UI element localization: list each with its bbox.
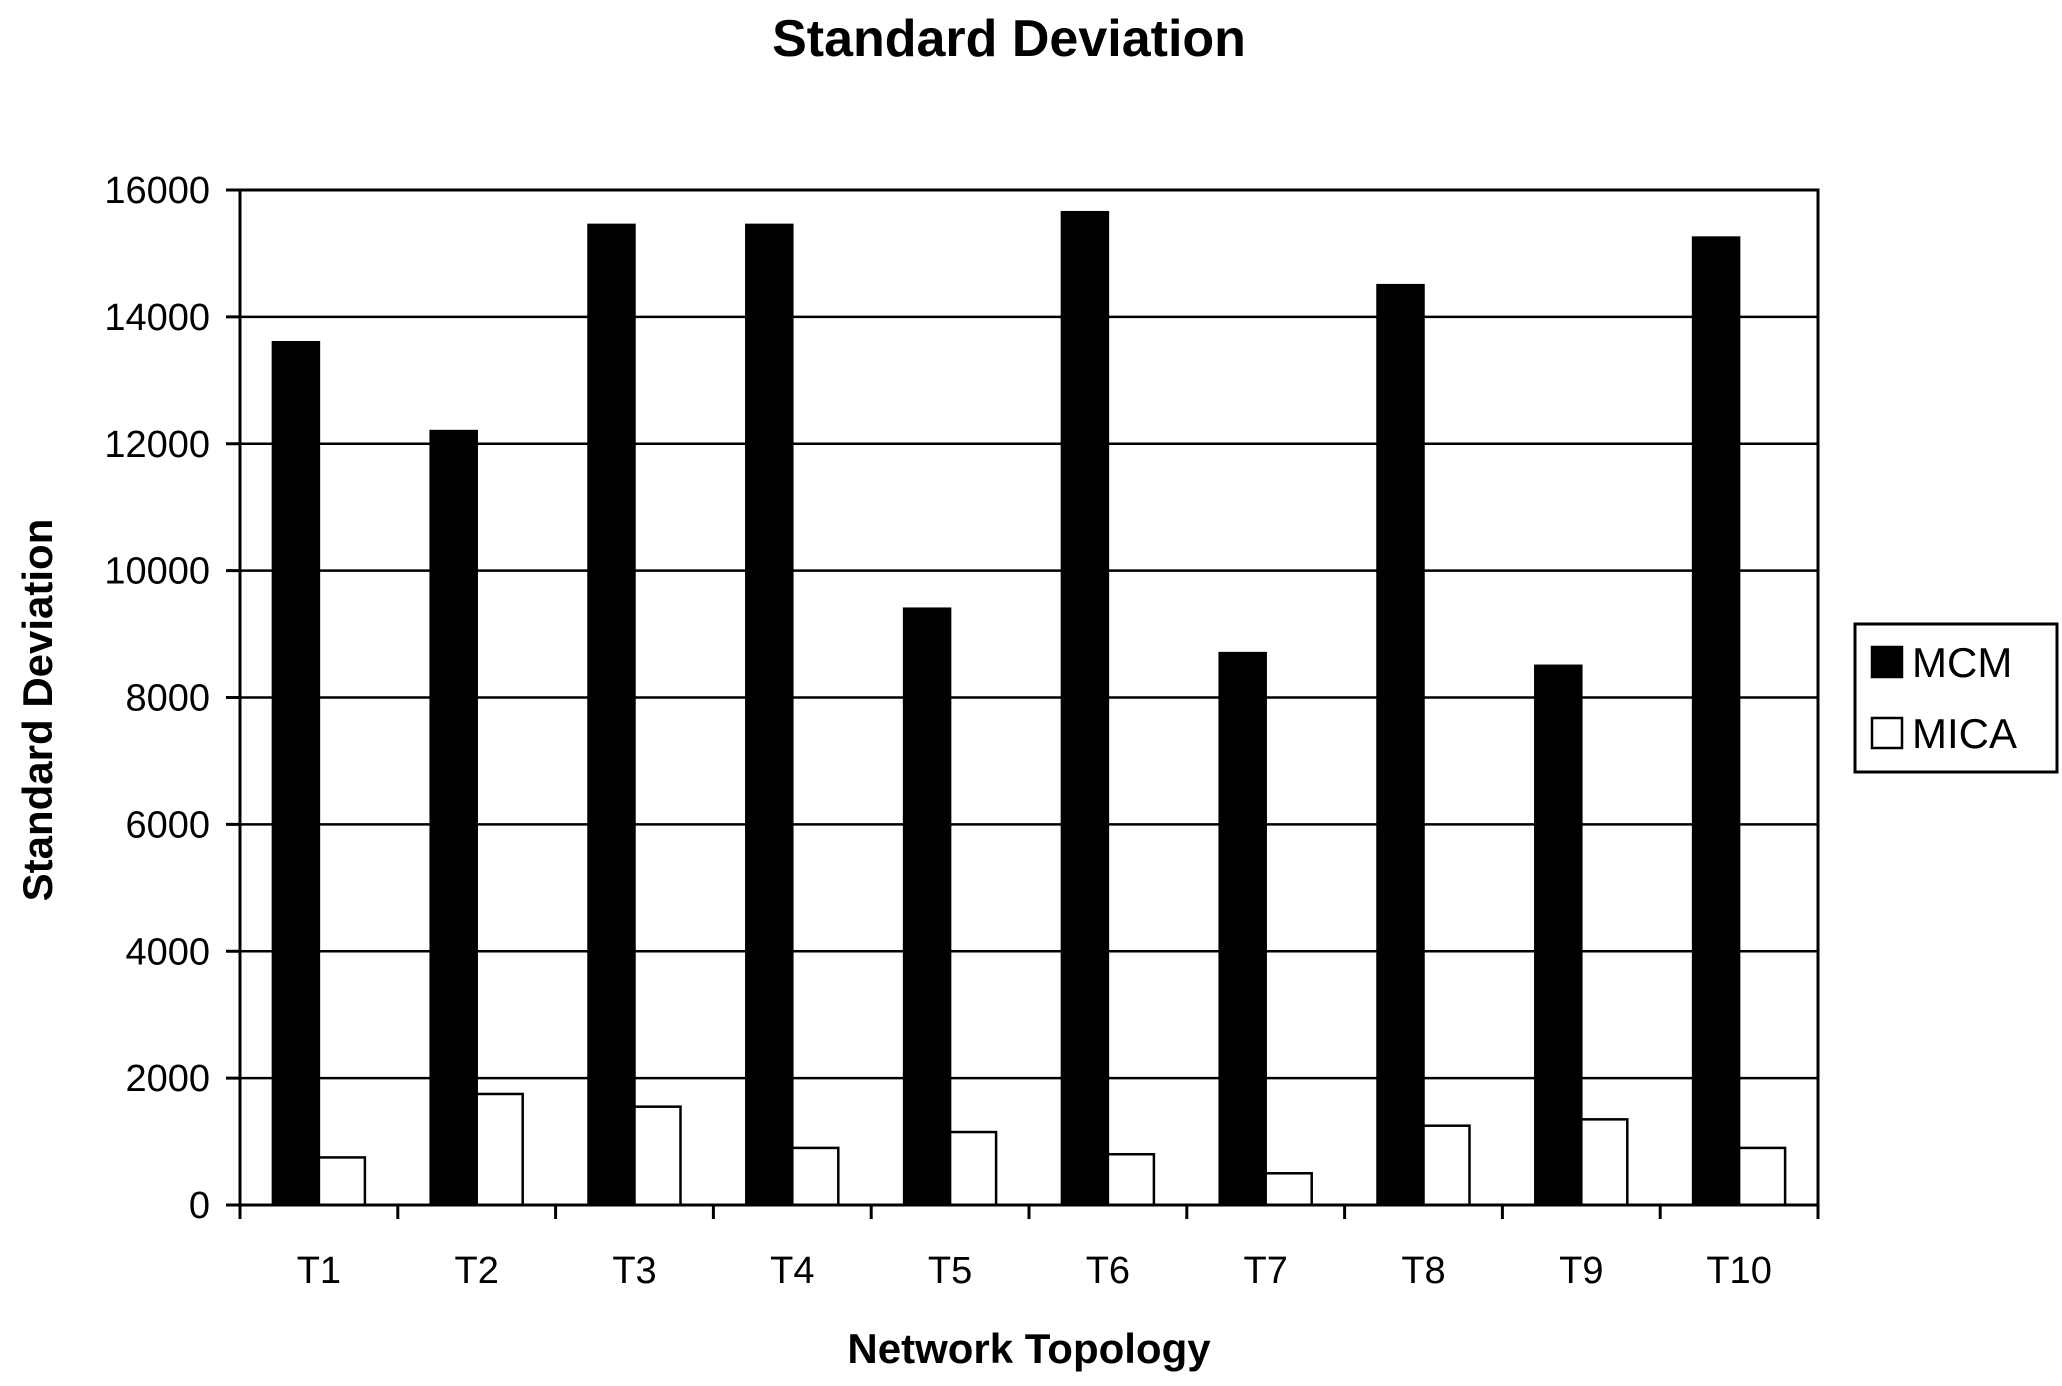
y-tick-label: 8000 — [125, 678, 210, 720]
x-tick-label: T2 — [455, 1250, 499, 1292]
bar-mcm-t4 — [745, 223, 794, 1207]
chart-title: Standard Deviation — [772, 10, 1246, 68]
x-tick-label: T10 — [1706, 1250, 1771, 1292]
bar-mcm-t7 — [1218, 651, 1267, 1207]
y-axis-title: Standard Deviation — [14, 519, 61, 902]
axes: 0 2000 4000 6000 8000 10000 12000 14000 16000 T1 T… — [104, 170, 1820, 1292]
bar-mcm-t5 — [902, 607, 952, 1207]
bar-mcm-t3 — [587, 223, 636, 1207]
x-tick-label: T6 — [1086, 1250, 1130, 1292]
legend-label-mica: MICA — [1912, 710, 2017, 757]
gridlines — [240, 315, 1818, 1080]
x-tick-label: T7 — [1244, 1250, 1288, 1292]
bar-mica-t5 — [948, 1130, 998, 1207]
bar-mica-t4 — [791, 1146, 840, 1207]
bar-mcm-t6 — [1060, 210, 1110, 1207]
bar-mica-t10 — [1737, 1146, 1787, 1207]
x-axis-title: Network Topology — [847, 1325, 1211, 1372]
y-tick-label: 4000 — [125, 931, 210, 973]
y-tick-label: 6000 — [125, 804, 210, 846]
y-tick-label: 10000 — [104, 551, 210, 593]
bar-mica-t2 — [475, 1092, 524, 1207]
bars — [271, 210, 1787, 1207]
x-tick-label: T5 — [928, 1250, 972, 1292]
bar-mcm-t1 — [271, 341, 321, 1207]
bar-mcm-t2 — [429, 429, 478, 1207]
bar-mcm-t8 — [1376, 283, 1425, 1207]
x-tick-label: T1 — [297, 1250, 341, 1292]
bar-mcm-t9 — [1534, 664, 1583, 1207]
legend: MCM MICA — [1853, 622, 2059, 774]
bar-mica-t3 — [633, 1105, 682, 1207]
x-tick-label: T3 — [612, 1250, 656, 1292]
legend-swatch-mcm — [1870, 645, 1904, 679]
bar-mcm-t10 — [1691, 236, 1741, 1207]
legend-swatch-mica — [1870, 716, 1904, 750]
bar-mica-t6 — [1106, 1153, 1156, 1207]
x-tick-label: T8 — [1401, 1250, 1445, 1292]
y-tick-label: 2000 — [125, 1058, 210, 1100]
bar-mica-t8 — [1422, 1124, 1471, 1207]
y-tick-label: 16000 — [104, 170, 210, 212]
x-tick-label: T9 — [1559, 1250, 1603, 1292]
y-tick-label: 12000 — [104, 424, 210, 466]
bar-mica-t7 — [1264, 1172, 1313, 1207]
x-tick-label: T4 — [770, 1250, 814, 1292]
bar-mica-t1 — [317, 1156, 367, 1207]
y-tick-label: 0 — [189, 1185, 210, 1227]
bar-mica-t9 — [1580, 1118, 1629, 1207]
y-tick-label: 14000 — [104, 297, 210, 339]
legend-label-mcm: MCM — [1912, 639, 2012, 686]
